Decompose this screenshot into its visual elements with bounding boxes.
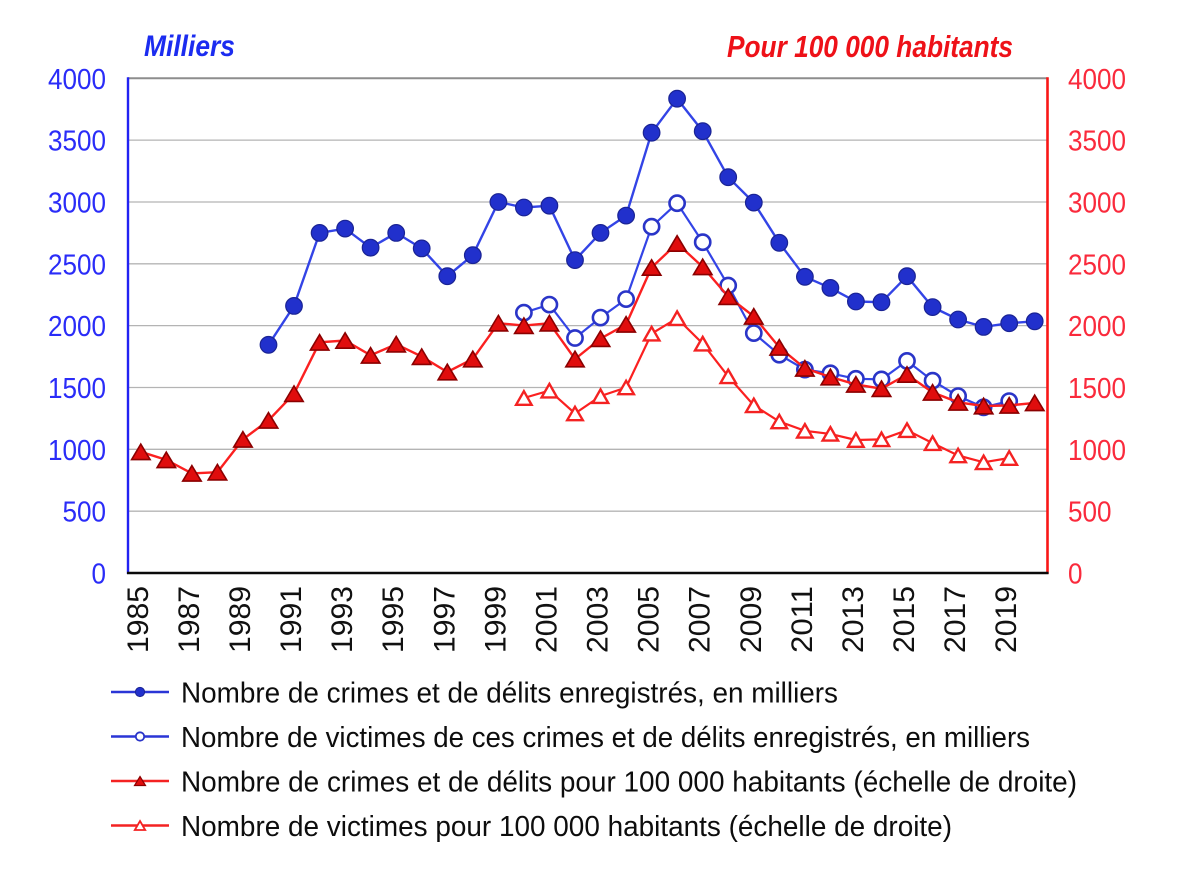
svg-text:Milliers: Milliers <box>144 30 235 63</box>
svg-text:2009: 2009 <box>735 586 768 653</box>
svg-text:0: 0 <box>92 559 107 591</box>
svg-text:1997: 1997 <box>428 586 461 653</box>
svg-text:2000: 2000 <box>1068 311 1126 343</box>
svg-text:2003: 2003 <box>582 586 615 653</box>
svg-text:3000: 3000 <box>1068 188 1126 220</box>
svg-text:1000: 1000 <box>1068 435 1126 467</box>
svg-text:1989: 1989 <box>224 586 257 653</box>
svg-text:1995: 1995 <box>377 586 410 653</box>
svg-text:Nombre de crimes et de délits: Nombre de crimes et de délits pour 100 0… <box>181 767 1077 799</box>
svg-text:2017: 2017 <box>939 586 972 653</box>
svg-text:1991: 1991 <box>275 586 308 653</box>
svg-text:2500: 2500 <box>1068 249 1126 281</box>
svg-text:Pour 100 000 habitants: Pour 100 000 habitants <box>727 29 1013 64</box>
svg-text:Nombre de crimes et de délits: Nombre de crimes et de délits enregistré… <box>181 678 838 710</box>
svg-text:1500: 1500 <box>48 373 106 405</box>
svg-text:1500: 1500 <box>1068 373 1126 405</box>
svg-text:500: 500 <box>1068 497 1112 529</box>
svg-text:1000: 1000 <box>48 435 106 467</box>
svg-text:2015: 2015 <box>888 586 921 653</box>
svg-text:3000: 3000 <box>48 188 106 220</box>
svg-text:2000: 2000 <box>48 311 106 343</box>
svg-text:Nombre de victimes pour 100 00: Nombre de victimes pour 100 000 habitant… <box>181 811 952 843</box>
svg-text:3500: 3500 <box>1068 126 1126 158</box>
svg-text:500: 500 <box>63 497 107 529</box>
svg-text:2013: 2013 <box>837 586 870 653</box>
svg-text:0: 0 <box>1068 559 1083 591</box>
svg-text:2500: 2500 <box>48 249 106 281</box>
svg-text:2001: 2001 <box>530 586 563 653</box>
svg-text:2005: 2005 <box>633 586 666 653</box>
svg-text:1985: 1985 <box>122 586 155 653</box>
svg-text:1987: 1987 <box>173 586 206 653</box>
svg-text:2011: 2011 <box>786 586 819 653</box>
svg-text:3500: 3500 <box>48 126 106 158</box>
svg-text:1993: 1993 <box>326 586 359 653</box>
svg-text:2019: 2019 <box>990 586 1023 653</box>
svg-text:4000: 4000 <box>1068 64 1126 96</box>
svg-text:Nombre de victimes de ces crim: Nombre de victimes de ces crimes et de d… <box>181 722 1030 754</box>
svg-text:4000: 4000 <box>48 64 106 96</box>
svg-text:1999: 1999 <box>479 586 512 653</box>
svg-text:2007: 2007 <box>684 586 717 653</box>
